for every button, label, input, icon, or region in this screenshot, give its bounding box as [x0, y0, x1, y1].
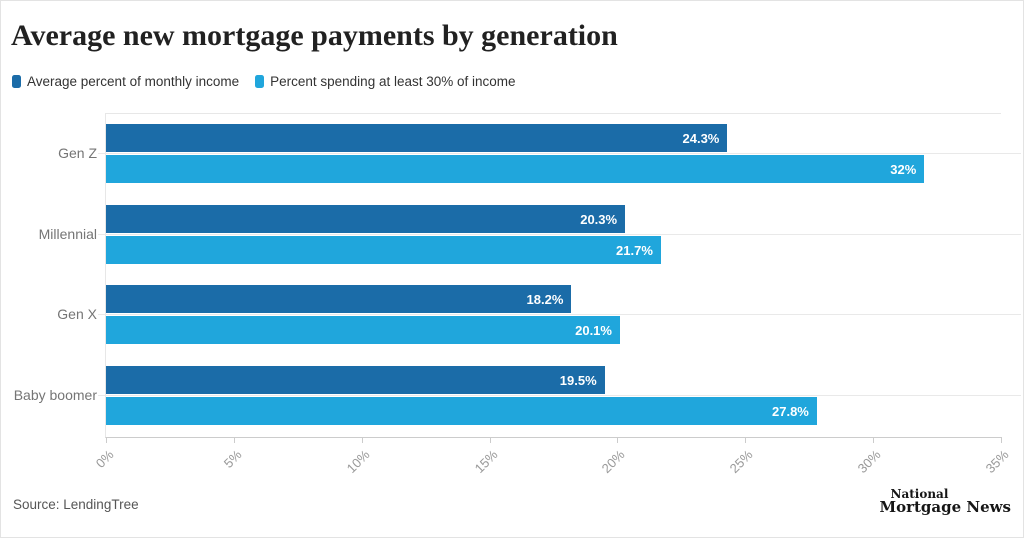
category-label-gen-x: Gen X	[57, 306, 97, 322]
chart-title: Average new mortgage payments by generat…	[11, 19, 618, 52]
bar-value-label: 19.5%	[559, 372, 597, 388]
category-gridline	[98, 395, 1021, 396]
x-axis-tick	[361, 437, 363, 443]
bar-value-label: 20.1%	[575, 322, 612, 338]
national-mortgage-news-logo: National Mortgage News	[879, 487, 1011, 516]
bar-millennial-series2: 21.7%	[106, 236, 661, 264]
legend-label: Percent spending at least 30% of income	[270, 74, 516, 89]
x-axis-tick	[106, 437, 107, 443]
x-axis-tick-label: 20%	[599, 447, 629, 477]
x-axis-tick-label: 30%	[854, 447, 884, 477]
legend-item-percent-spending: Percent spending at least 30% of income	[255, 74, 516, 89]
bar-value-label: 18.2%	[526, 291, 564, 307]
bar-gen-x-series1: 18.2%	[106, 285, 572, 313]
bar-value-label: 20.3%	[580, 211, 618, 227]
x-axis-tick	[489, 437, 491, 443]
logo-line1: National	[890, 487, 949, 501]
plot-area: Gen Z 24.3% 32% Millennial 20.3% 21.7% Gen X 18…	[14, 113, 1021, 476]
category-label-baby-boomer: Baby boomer	[13, 387, 97, 403]
x-axis-tick-label: 35%	[982, 447, 1012, 477]
category-gridline	[98, 153, 1021, 154]
bar-baby-boomer-series2: 27.8%	[106, 397, 817, 425]
bar-value-label: 24.3%	[682, 130, 720, 146]
bar-gen-z-series2: 32%	[106, 155, 925, 183]
legend-swatch-light-blue-icon	[255, 75, 265, 88]
x-axis-tick-label: 0%	[92, 447, 117, 471]
x-axis-tick	[233, 437, 235, 443]
legend-item-avg-percent: Average percent of monthly income	[12, 74, 239, 89]
category-gridline	[98, 314, 1021, 315]
category-label-millennial: Millennial	[38, 226, 97, 242]
category-gridline	[98, 234, 1021, 235]
x-axis-tick	[1001, 437, 1002, 443]
legend-swatch-dark-blue-icon	[12, 75, 21, 88]
bar-baby-boomer-series1: 19.5%	[106, 366, 605, 394]
legend-label: Average percent of monthly income	[27, 74, 240, 89]
x-axis-tick-label: 25%	[726, 447, 756, 477]
bar-value-label: 27.8%	[772, 403, 809, 419]
bar-value-label: 21.7%	[616, 242, 653, 258]
x-axis-tick	[745, 437, 747, 443]
legend: Average percent of monthly income Percen…	[12, 74, 516, 89]
bar-gen-x-series2: 20.1%	[106, 316, 620, 344]
source-note: Source: LendingTree	[13, 497, 139, 512]
x-axis-tick-label: 10%	[343, 447, 373, 477]
x-axis-tick	[873, 437, 875, 443]
x-axis-tick-label: 15%	[471, 447, 501, 477]
x-axis-tick-label: 5%	[220, 447, 245, 471]
bar-gen-z-series1: 24.3%	[106, 124, 728, 152]
bar-millennial-series1: 20.3%	[106, 205, 626, 233]
bar-value-label: 32%	[890, 161, 917, 177]
logo-line2: Mortgage News	[879, 498, 1011, 516]
category-label-gen-z: Gen Z	[58, 145, 97, 161]
x-axis-tick	[617, 437, 619, 443]
